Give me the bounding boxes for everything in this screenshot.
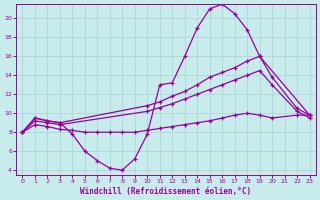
X-axis label: Windchill (Refroidissement éolien,°C): Windchill (Refroidissement éolien,°C) bbox=[80, 187, 252, 196]
